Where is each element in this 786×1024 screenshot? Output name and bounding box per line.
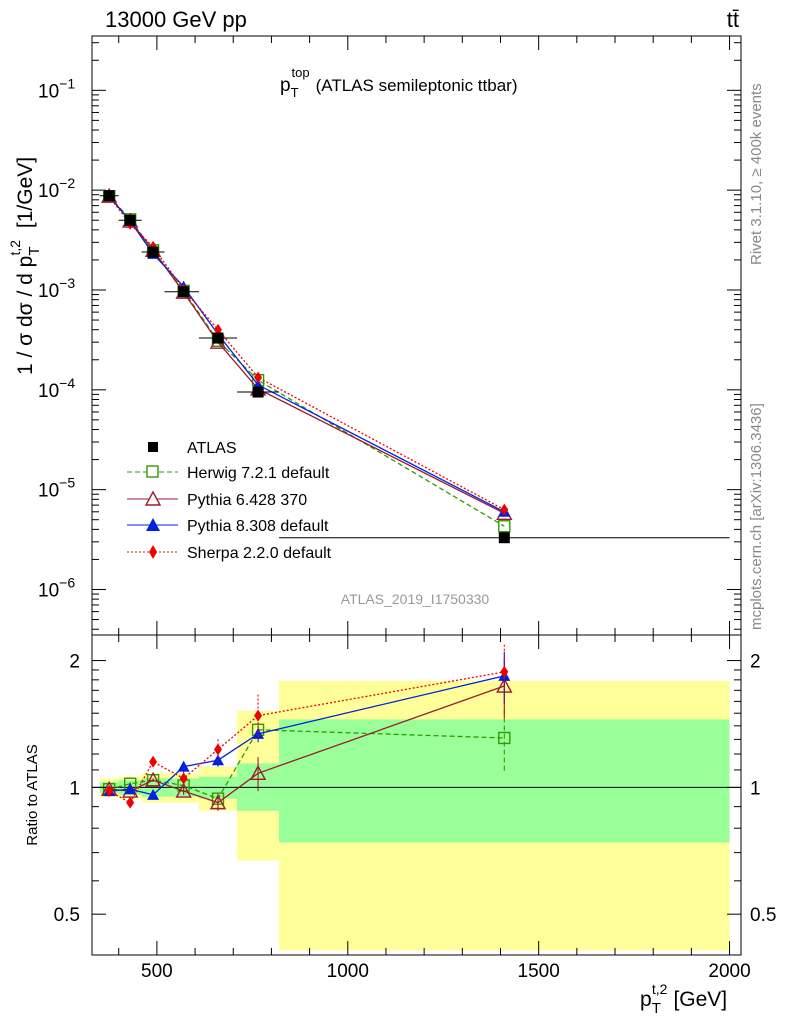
legend-label-sherpa: Sherpa 2.2.0 default bbox=[187, 545, 332, 562]
main-ytick-label: 10−1 bbox=[38, 75, 75, 102]
main-ytick-label: 10−2 bbox=[38, 175, 75, 202]
ytick-base: 10 bbox=[38, 580, 59, 601]
data-point bbox=[103, 190, 115, 202]
ratio-frame bbox=[91, 634, 742, 956]
series-atlas bbox=[99, 190, 730, 544]
rivet-label: Rivet 3.1.10, ≥ 400k events bbox=[748, 83, 765, 265]
ratio-axis-ticks: 0.5 0.5 1 1 2 2 500 1000 1500 2000 bbox=[54, 635, 776, 982]
ratio-bands bbox=[99, 680, 730, 951]
ratio-xtick-label: 500 bbox=[141, 961, 173, 982]
header-right: tt̄ bbox=[727, 7, 739, 32]
main-ytick-label: 10−3 bbox=[38, 275, 75, 302]
plot-title-sup: top bbox=[292, 65, 310, 80]
legend-label-pythia6: Pythia 6.428 370 bbox=[187, 492, 307, 509]
ratio-point bbox=[124, 783, 137, 795]
legend-label-herwig: Herwig 7.2.1 default bbox=[187, 465, 330, 482]
ytick-exponent: −2 bbox=[59, 175, 75, 191]
legend-marker-sherpa bbox=[149, 545, 157, 559]
legend-label-pythia8: Pythia 8.308 default bbox=[187, 518, 329, 535]
ratio-point bbox=[254, 709, 263, 722]
ratio-ytick-label: 1 bbox=[69, 778, 80, 799]
main-ytick-label: 10−6 bbox=[38, 574, 75, 601]
xlabel-sub: T bbox=[652, 1000, 661, 1017]
ratio-point bbox=[252, 727, 265, 739]
xlabel-p: p bbox=[640, 988, 652, 1011]
ratio-series bbox=[101, 644, 513, 811]
ratio-series-sherpa-2-2-0-default bbox=[105, 644, 509, 809]
plot-title-rest: (ATLAS semileptonic ttbar) bbox=[316, 76, 518, 95]
data-point bbox=[124, 214, 136, 226]
ratio-panel: 0.5 0.5 1 1 2 2 500 1000 1500 2000 Ratio to ATLAS… bbox=[24, 634, 776, 1017]
ytick-exponent: −6 bbox=[59, 574, 75, 590]
mcplots-label: mcplots.cern.ch [arXiv:1306.3436] bbox=[748, 403, 765, 630]
ratio-point bbox=[126, 796, 135, 809]
main-panel: 10−610−510−410−310−210−1 pTtop(ATLAS sem… bbox=[7, 35, 742, 636]
ytick-base: 10 bbox=[38, 81, 59, 102]
xlabel-sup: t,2 bbox=[652, 981, 668, 997]
main-axis-ticks bbox=[92, 36, 741, 635]
main-ytick-labels: 10−610−510−410−310−210−1 bbox=[38, 75, 75, 601]
main-series bbox=[99, 187, 730, 544]
ratio-point bbox=[500, 665, 509, 678]
header-left: 13000 GeV pp bbox=[105, 7, 247, 32]
ratio-point bbox=[149, 755, 158, 768]
plot-title-sub: T bbox=[291, 85, 299, 100]
ratio-point bbox=[249, 764, 267, 780]
data-point bbox=[252, 386, 264, 398]
ratio-xtick-label: 1500 bbox=[518, 961, 560, 982]
ratio-ytick-label: 0.5 bbox=[750, 905, 776, 926]
ratio-point bbox=[177, 760, 190, 772]
data-point bbox=[147, 246, 159, 258]
ratio-ytick-label: 2 bbox=[69, 652, 80, 673]
ytick-base: 10 bbox=[38, 281, 59, 302]
data-point bbox=[178, 286, 190, 298]
ratio-point bbox=[179, 772, 188, 785]
plot-title: pTtop (ATLAS semileptonic ttbar) bbox=[280, 65, 517, 100]
main-ytick-label: 10−4 bbox=[38, 375, 75, 402]
ratio-ytick-label: 1 bbox=[750, 778, 761, 799]
legend: ATLAS Herwig 7.2.1 default Pythia 6.428 … bbox=[127, 440, 332, 562]
ratio-ylabel: Ratio to ATLAS bbox=[24, 744, 41, 845]
ratio-point bbox=[105, 785, 114, 798]
legend-label-atlas: ATLAS bbox=[187, 440, 237, 457]
legend-marker-atlas bbox=[148, 442, 158, 452]
main-ytick-label: 10−5 bbox=[38, 475, 75, 502]
ratio-point bbox=[144, 771, 162, 787]
ytick-base: 10 bbox=[38, 481, 59, 502]
legend-marker-pythia8 bbox=[146, 518, 160, 531]
legend-entry-pythia6: Pythia 6.428 370 bbox=[127, 490, 307, 509]
ytick-exponent: −1 bbox=[59, 75, 75, 91]
legend-entry-sherpa: Sherpa 2.2.0 default bbox=[127, 545, 332, 562]
ytick-exponent: −5 bbox=[59, 475, 75, 491]
ratio-point bbox=[209, 794, 227, 810]
ytick-exponent: −3 bbox=[59, 275, 75, 291]
data-point bbox=[498, 532, 510, 544]
data-point bbox=[500, 503, 509, 516]
ratio-ytick-label: 0.5 bbox=[54, 905, 80, 926]
ratio-point bbox=[175, 782, 192, 798]
ratio-xtick-label: 2000 bbox=[708, 961, 750, 982]
analysis-watermark: ATLAS_2019_I1750330 bbox=[341, 591, 490, 607]
plot-title-p: p bbox=[280, 75, 291, 96]
ratio-point bbox=[498, 731, 511, 745]
xlabel-rest: [GeV] bbox=[673, 988, 727, 1011]
data-point bbox=[212, 332, 224, 344]
legend-entry-atlas: ATLAS bbox=[148, 440, 237, 457]
ratio-ytick-label: 2 bbox=[750, 652, 761, 673]
ratio-point bbox=[147, 788, 160, 800]
legend-entry-pythia8: Pythia 8.308 default bbox=[127, 518, 329, 535]
ytick-base: 10 bbox=[38, 181, 59, 202]
data-point bbox=[498, 520, 511, 533]
data-point bbox=[254, 371, 263, 384]
series-line bbox=[108, 196, 505, 511]
legend-marker-pythia6 bbox=[144, 490, 162, 506]
ratio-xtick-label: 1000 bbox=[327, 961, 369, 982]
ytick-exponent: −4 bbox=[59, 375, 75, 391]
ratio-point bbox=[213, 743, 222, 756]
legend-marker-herwig bbox=[146, 465, 159, 478]
legend-entry-herwig: Herwig 7.2.1 default bbox=[127, 465, 330, 482]
ratio-xlabel: pTt,2 [GeV] bbox=[640, 981, 727, 1017]
ytick-base: 10 bbox=[38, 381, 59, 402]
